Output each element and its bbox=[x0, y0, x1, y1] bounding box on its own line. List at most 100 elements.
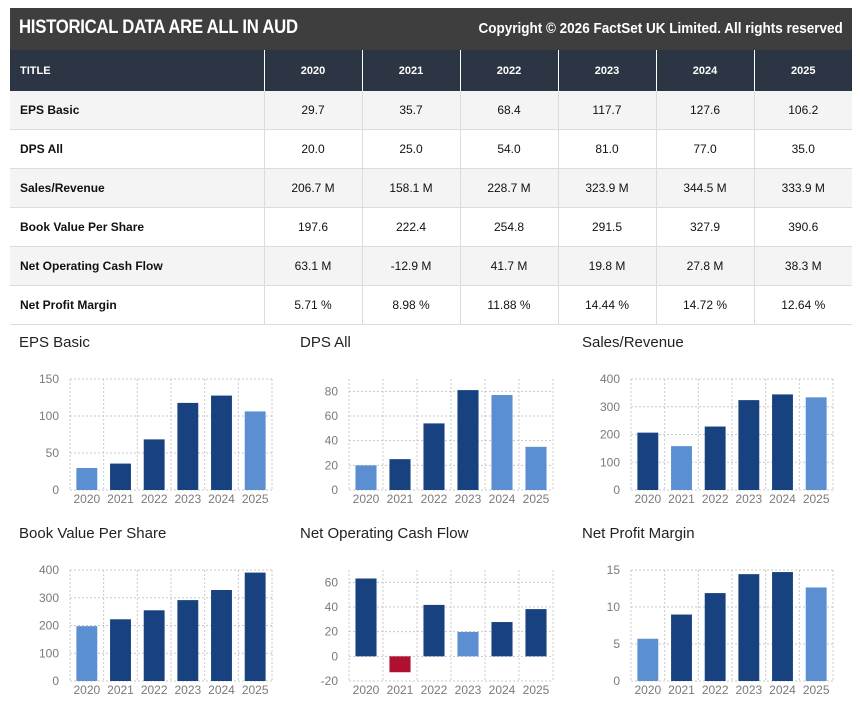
bar-2022[interactable] bbox=[704, 593, 726, 681]
y-tick-label: 150 bbox=[39, 372, 59, 386]
table-cell: 206.7 M bbox=[264, 168, 363, 208]
column-header-year: 2022 bbox=[460, 50, 559, 91]
bar-2021[interactable] bbox=[671, 446, 692, 490]
bar-2024[interactable] bbox=[772, 572, 793, 681]
table-cell: 25.0 bbox=[362, 129, 461, 169]
column-header-year: 2023 bbox=[558, 50, 657, 91]
bar-2025[interactable] bbox=[525, 446, 547, 490]
table-cell: 35.0 bbox=[754, 129, 852, 169]
y-tick-label: 100 bbox=[39, 409, 59, 423]
row-label: Net Profit Margin bbox=[10, 285, 265, 325]
bar-2022[interactable] bbox=[143, 439, 165, 490]
table-cell: 20.0 bbox=[264, 129, 363, 169]
y-tick-label: 40 bbox=[325, 600, 339, 614]
bar-2020[interactable] bbox=[76, 468, 98, 490]
bar-2025[interactable] bbox=[244, 411, 266, 490]
row-label: Net Operating Cash Flow bbox=[10, 246, 265, 286]
table-cell: 77.0 bbox=[656, 129, 755, 169]
y-tick-label: 0 bbox=[331, 649, 338, 663]
table-cell: 344.5 M bbox=[656, 168, 755, 208]
x-tick-label: 2023 bbox=[455, 492, 482, 506]
x-tick-label: 2022 bbox=[702, 492, 729, 506]
table-cell: -12.9 M bbox=[362, 246, 461, 286]
x-tick-label: 2021 bbox=[668, 492, 695, 506]
bar-2023[interactable] bbox=[457, 631, 479, 657]
y-tick-label: 300 bbox=[39, 591, 59, 605]
table-cell: 117.7 bbox=[558, 91, 657, 130]
bar-2021[interactable] bbox=[110, 619, 131, 681]
x-tick-label: 2023 bbox=[735, 492, 762, 506]
bar-2021[interactable] bbox=[389, 656, 411, 673]
bar-2023[interactable] bbox=[177, 402, 199, 490]
bar-2025[interactable] bbox=[525, 609, 547, 657]
bar-2024[interactable] bbox=[491, 395, 513, 490]
bar-2024[interactable] bbox=[772, 394, 793, 490]
bar-2020[interactable] bbox=[76, 626, 98, 681]
bar-2021[interactable] bbox=[671, 614, 692, 681]
row-label: DPS All bbox=[10, 129, 265, 169]
net-profit-margin-chart-title: Net Profit Margin bbox=[582, 525, 695, 542]
column-header-year: 2024 bbox=[656, 50, 755, 91]
x-tick-label: 2021 bbox=[107, 492, 134, 506]
x-tick-label: 2022 bbox=[421, 492, 448, 506]
y-tick-label: 40 bbox=[325, 434, 339, 448]
x-tick-label: 2025 bbox=[523, 683, 550, 697]
bar-2025[interactable] bbox=[805, 397, 827, 490]
bar-2023[interactable] bbox=[738, 574, 760, 681]
x-tick-label: 2020 bbox=[73, 492, 100, 506]
y-tick-label: 0 bbox=[52, 674, 59, 688]
table-cell: 38.3 M bbox=[754, 246, 852, 286]
row-label: Book Value Per Share bbox=[10, 207, 265, 247]
x-tick-label: 2022 bbox=[141, 492, 168, 506]
table-cell: 81.0 bbox=[558, 129, 657, 169]
bar-2020[interactable] bbox=[637, 432, 659, 490]
x-tick-label: 2021 bbox=[107, 683, 134, 697]
bar-2024[interactable] bbox=[491, 622, 513, 657]
bar-2020[interactable] bbox=[637, 638, 659, 681]
bar-2023[interactable] bbox=[177, 600, 199, 681]
y-tick-label: 50 bbox=[46, 446, 60, 460]
bar-2024[interactable] bbox=[211, 395, 232, 490]
y-tick-label: 80 bbox=[325, 384, 339, 398]
dps-all-chart-title: DPS All bbox=[300, 334, 351, 351]
bar-2022[interactable] bbox=[704, 426, 726, 490]
bar-2025[interactable] bbox=[805, 587, 827, 681]
table-cell: 41.7 M bbox=[460, 246, 559, 286]
table-cell: 222.4 bbox=[362, 207, 461, 247]
table-cell: 12.64 % bbox=[754, 285, 852, 325]
bar-2021[interactable] bbox=[110, 463, 131, 490]
bar-2020[interactable] bbox=[355, 465, 377, 490]
y-tick-label: -20 bbox=[321, 674, 339, 688]
x-tick-label: 2023 bbox=[455, 683, 482, 697]
x-tick-label: 2024 bbox=[208, 683, 235, 697]
x-tick-label: 2023 bbox=[174, 492, 201, 506]
y-tick-label: 10 bbox=[607, 600, 621, 614]
table-cell: 254.8 bbox=[460, 207, 559, 247]
x-tick-label: 2020 bbox=[73, 683, 100, 697]
x-tick-label: 2021 bbox=[387, 683, 414, 697]
x-tick-label: 2022 bbox=[141, 683, 168, 697]
table-cell: 228.7 M bbox=[460, 168, 559, 208]
table-cell: 333.9 M bbox=[754, 168, 852, 208]
x-tick-label: 2022 bbox=[702, 683, 729, 697]
bar-2022[interactable] bbox=[423, 604, 445, 657]
bar-2020[interactable] bbox=[355, 578, 377, 657]
bar-2021[interactable] bbox=[389, 459, 411, 490]
bar-2022[interactable] bbox=[143, 610, 165, 681]
bar-2023[interactable] bbox=[738, 400, 760, 490]
bar-2022[interactable] bbox=[423, 423, 445, 490]
y-tick-label: 0 bbox=[613, 483, 620, 497]
table-cell: 291.5 bbox=[558, 207, 657, 247]
bar-2023[interactable] bbox=[457, 390, 479, 490]
x-tick-label: 2023 bbox=[735, 683, 762, 697]
x-tick-label: 2022 bbox=[421, 683, 448, 697]
bar-2025[interactable] bbox=[244, 572, 266, 681]
x-tick-label: 2025 bbox=[242, 683, 269, 697]
table-cell: 106.2 bbox=[754, 91, 852, 130]
bar-2024[interactable] bbox=[211, 590, 232, 681]
table-header-row: TITLE 2020 2021 2022 2023 2024 2025 bbox=[10, 50, 852, 91]
y-tick-label: 300 bbox=[600, 400, 620, 414]
